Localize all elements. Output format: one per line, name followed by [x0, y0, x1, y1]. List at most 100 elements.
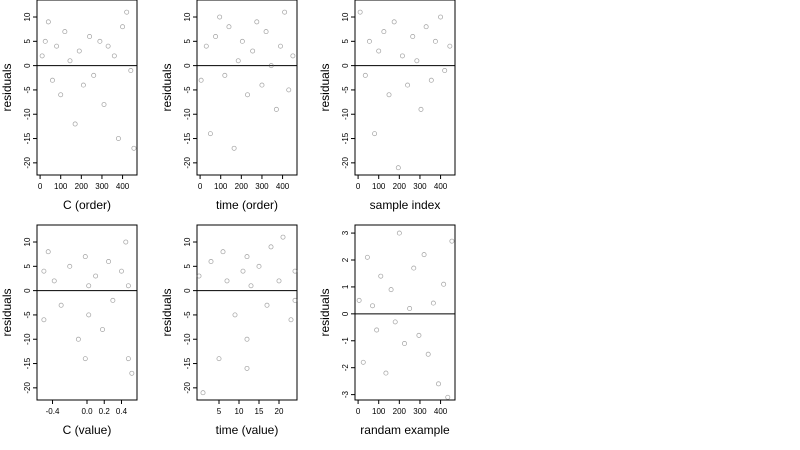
data-point [129, 370, 135, 376]
data-point [372, 131, 378, 137]
y-tick-label: -15 [341, 132, 350, 144]
data-point [62, 29, 68, 35]
data-point [42, 38, 48, 44]
x-tick-label: 300 [413, 182, 427, 191]
data-point [235, 58, 241, 64]
data-point [244, 336, 250, 342]
y-tick-label: 2 [341, 257, 350, 262]
y-tick-label: 5 [183, 39, 192, 44]
x-tick-label: 300 [255, 182, 269, 191]
y-tick-label: -5 [183, 86, 192, 94]
x-tick-label: 300 [95, 182, 109, 191]
data-point [224, 278, 230, 284]
x-tick-label: 400 [116, 182, 130, 191]
data-point [58, 92, 64, 98]
x-axis-label: randam example [360, 423, 450, 437]
panel-2: 0 100 200 300 400 -20 -15 -10 -5 0 5 10 time (order)… [160, 0, 298, 212]
data-point [290, 53, 296, 59]
plot-frame [354, 224, 456, 401]
data-point [288, 317, 294, 323]
y-tick-label: -1 [341, 337, 350, 345]
y-tick-label: 3 [341, 230, 350, 235]
y-tick-label: 5 [23, 264, 32, 269]
plot-frame [36, 0, 138, 176]
data-point [207, 131, 213, 137]
data-point [67, 58, 73, 64]
data-point [449, 238, 455, 244]
data-point [374, 327, 380, 333]
data-point [276, 278, 282, 284]
y-tick-label: 10 [183, 12, 192, 21]
x-tick-label: 200 [75, 182, 89, 191]
x-tick-label: 200 [393, 407, 407, 416]
x-tick-label: 0 [356, 407, 361, 416]
data-point [399, 53, 405, 59]
data-point [425, 351, 431, 357]
panel-5: 5 10 15 20 -20 -15 -10 -5 0 5 10 time (value) residu… [160, 224, 298, 437]
y-tick-label: 5 [341, 39, 350, 44]
y-tick-label: -20 [183, 157, 192, 169]
y-tick-label: -15 [183, 357, 192, 369]
data-point [86, 283, 92, 289]
x-tick-label: 0 [198, 182, 203, 191]
data-point [405, 82, 411, 88]
data-point [423, 24, 429, 30]
data-point [50, 77, 55, 83]
data-point [82, 356, 88, 362]
data-point [54, 43, 60, 49]
y-tick-label: -5 [341, 86, 350, 94]
data-point [438, 14, 444, 20]
y-tick-label: 10 [183, 237, 192, 246]
panel-3: 0 100 200 300 400 -20 -15 -10 -5 0 5 10 sample index… [318, 0, 456, 212]
x-tick-label: 0.4 [116, 407, 128, 416]
data-point [381, 29, 387, 35]
data-point [131, 145, 137, 151]
data-point [93, 273, 99, 279]
data-point [82, 254, 88, 260]
data-point [196, 273, 202, 279]
x-tick-label: 400 [276, 182, 290, 191]
data-point [45, 19, 51, 25]
data-point [436, 381, 441, 387]
data-point [292, 297, 298, 303]
data-point [357, 9, 363, 15]
x-tick-label: 200 [393, 182, 407, 191]
y-tick-label: -15 [183, 132, 192, 144]
x-tick-label: 0 [38, 182, 43, 191]
data-point [407, 306, 413, 311]
data-point [87, 34, 93, 39]
data-point [356, 297, 362, 303]
data-point [410, 34, 416, 39]
x-tick-label: 100 [372, 407, 386, 416]
data-point [76, 48, 82, 54]
y-axis-label: residuals [0, 288, 14, 336]
data-point [72, 121, 78, 127]
data-point [292, 268, 298, 274]
x-tick-label: 0.0 [81, 407, 93, 416]
data-point [268, 63, 274, 69]
data-point [248, 283, 254, 289]
y-tick-label: -2 [341, 364, 350, 372]
data-point [244, 254, 250, 260]
data-point [115, 136, 121, 141]
data-point [286, 87, 292, 93]
x-tick-label: 0.2 [99, 407, 111, 416]
plot-frame [196, 224, 298, 401]
x-tick-label: 100 [214, 182, 228, 191]
data-point [376, 48, 382, 54]
data-point [105, 43, 111, 49]
data-point [411, 265, 417, 271]
data-point [268, 244, 274, 250]
data-point [254, 19, 260, 25]
data-point [208, 259, 214, 264]
data-point [123, 239, 129, 245]
data-point [428, 77, 434, 83]
data-point [430, 300, 436, 306]
data-point [198, 77, 204, 83]
y-tick-label: -20 [183, 382, 192, 394]
data-point [39, 53, 45, 59]
data-point [362, 72, 368, 78]
data-point [421, 252, 427, 258]
data-point [86, 312, 92, 318]
data-point [396, 230, 402, 236]
